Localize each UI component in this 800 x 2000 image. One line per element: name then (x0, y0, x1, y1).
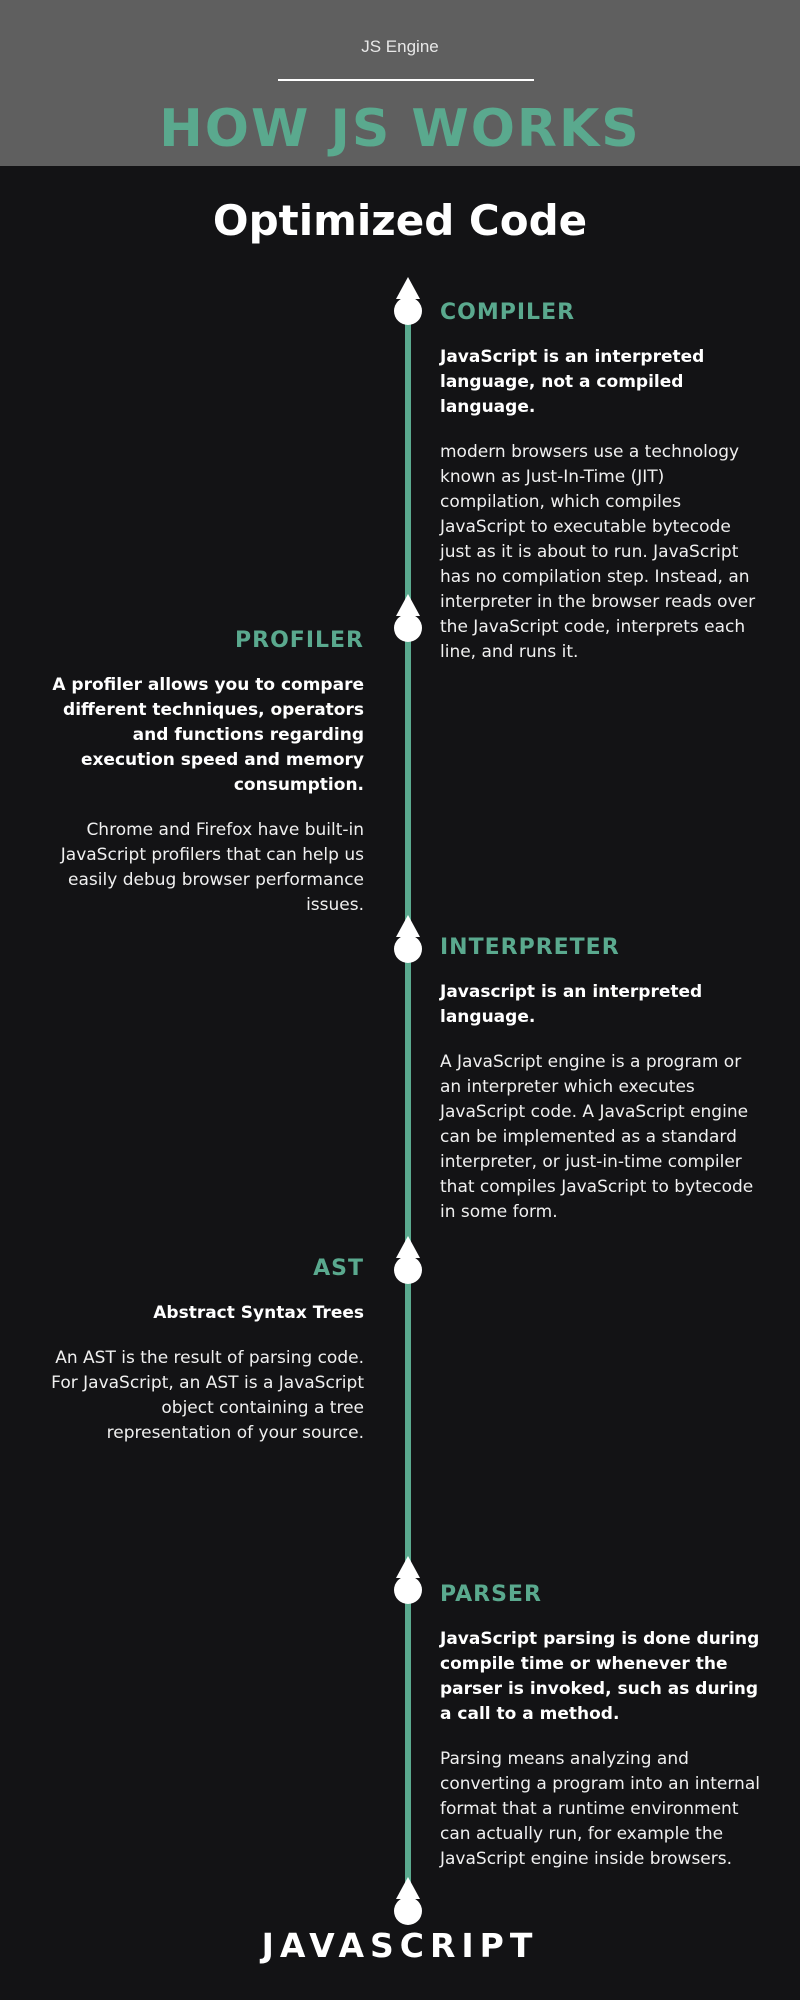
section-ast: AST Abstract Syntax Trees An AST is the … (44, 1256, 364, 1446)
footer-title: JAVASCRIPT (261, 1926, 539, 1965)
section-title: PROFILER (235, 628, 364, 653)
section-lead: A profiler allows you to compare differe… (52, 675, 364, 795)
section-title: PARSER (440, 1582, 542, 1607)
node-dot (394, 1576, 422, 1604)
arrow-up-icon (396, 594, 420, 616)
header-band: JS Engine HOW JS WORKS (0, 0, 800, 166)
page-title: HOW JS WORKS (159, 99, 641, 159)
header-divider (278, 79, 534, 81)
node-dot (394, 1897, 422, 1925)
section-compiler: COMPILER JavaScript is an interpreted la… (440, 300, 760, 665)
section-lead: JavaScript is an interpreted language, n… (440, 347, 705, 417)
arrow-up-icon (396, 277, 420, 299)
section-profiler: PROFILER A profiler allows you to compar… (44, 628, 364, 918)
section-body: Chrome and Firefox have built-in JavaScr… (60, 820, 364, 915)
section-title: COMPILER (440, 300, 576, 325)
arrow-up-icon (396, 1877, 420, 1899)
timeline-node-ast (394, 1236, 422, 1288)
section-body: An AST is the result of parsing code. Fo… (51, 1348, 364, 1443)
node-dot (394, 935, 422, 963)
section-interpreter: INTERPRETER Javascript is an interpreted… (440, 935, 760, 1225)
arrow-up-icon (396, 915, 420, 937)
arrow-up-icon (396, 1556, 420, 1578)
timeline-node-interpreter (394, 915, 422, 967)
section-lead: Javascript is an interpreted language. (440, 982, 703, 1027)
timeline-node-compiler (394, 277, 422, 329)
node-dot (394, 614, 422, 642)
section-body: Parsing means analyzing and converting a… (440, 1749, 760, 1869)
page-subtitle: Optimized Code (212, 196, 588, 245)
section-title: INTERPRETER (440, 935, 620, 960)
section-body: A JavaScript engine is a program or an i… (440, 1052, 754, 1222)
section-lead: Abstract Syntax Trees (153, 1303, 364, 1323)
arrow-up-icon (396, 1236, 420, 1258)
timeline-node-profiler (394, 594, 422, 646)
timeline-node-parser (394, 1556, 422, 1608)
timeline-node-end (394, 1877, 422, 1929)
timeline-axis (405, 290, 411, 1910)
section-body: modern browsers use a technology known a… (440, 442, 756, 662)
section-parser: PARSER JavaScript parsing is done during… (440, 1582, 760, 1872)
section-lead: JavaScript parsing is done during compil… (440, 1629, 760, 1724)
section-title: AST (313, 1256, 364, 1281)
node-dot (394, 297, 422, 325)
node-dot (394, 1256, 422, 1284)
header-kicker: JS Engine (361, 37, 439, 56)
